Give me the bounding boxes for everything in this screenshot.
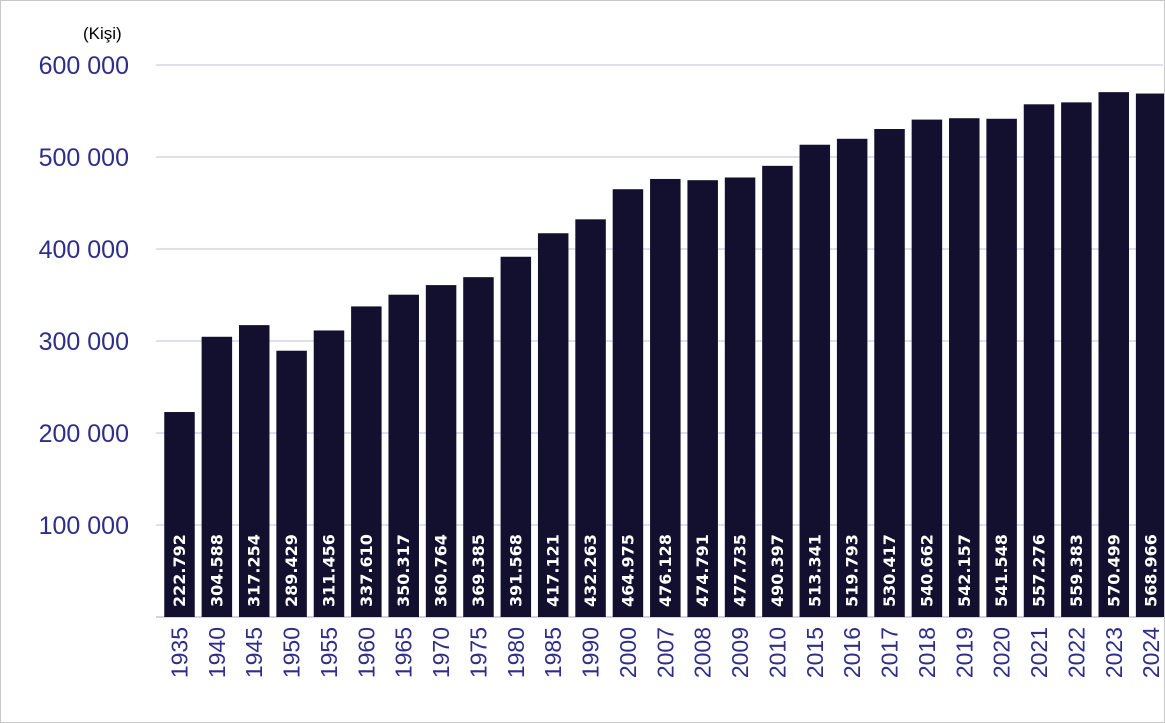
bar xyxy=(874,129,905,617)
x-tick-label: 2009 xyxy=(727,627,753,678)
unit-label: (Kişi) xyxy=(83,24,122,43)
x-tick-label: 1935 xyxy=(167,627,193,678)
bar xyxy=(650,178,681,618)
x-tick-label: 1985 xyxy=(540,627,566,678)
data-label: 417.121 xyxy=(544,534,563,607)
bar xyxy=(164,412,195,617)
x-tick-label: 2023 xyxy=(1101,627,1127,678)
bar xyxy=(313,330,345,617)
x-tick-label: 1955 xyxy=(316,627,342,678)
y-tick-label: 100 000 xyxy=(39,512,129,540)
bar xyxy=(911,119,943,618)
x-tick-label: 2010 xyxy=(764,627,790,678)
bar xyxy=(276,350,307,617)
x-tick-label: 2000 xyxy=(615,627,641,678)
bar xyxy=(799,144,831,618)
x-tick-label: 1940 xyxy=(204,627,230,678)
bar xyxy=(612,189,644,617)
bar xyxy=(1098,92,1129,617)
y-tick-label: 300 000 xyxy=(39,328,129,356)
data-label: 476.128 xyxy=(656,534,675,607)
bar xyxy=(388,294,419,617)
data-label: 369.385 xyxy=(469,534,488,607)
x-tick-label: 2024 xyxy=(1138,627,1164,678)
bar xyxy=(500,256,532,617)
bar xyxy=(687,180,718,618)
data-label: 337.610 xyxy=(357,534,376,607)
x-tick-label: 1975 xyxy=(465,627,491,678)
x-tick-label: 2020 xyxy=(989,627,1015,678)
data-label: 540.662 xyxy=(917,534,936,607)
data-label: 568.966 xyxy=(1142,534,1161,607)
data-label: 350.317 xyxy=(394,534,413,607)
x-tick-label: 2019 xyxy=(951,627,977,678)
y-tick-label: 200 000 xyxy=(39,420,129,448)
data-label: 317.254 xyxy=(245,534,264,607)
bar xyxy=(537,233,569,618)
x-tick-label: 2022 xyxy=(1063,627,1089,678)
data-label: 557.276 xyxy=(1030,534,1049,607)
x-tick-label: 1990 xyxy=(578,627,604,678)
x-tick-label: 1980 xyxy=(503,627,529,678)
bar xyxy=(724,177,756,617)
x-tick-label: 1960 xyxy=(353,627,379,678)
data-label: 541.548 xyxy=(992,534,1011,607)
bar xyxy=(949,118,980,617)
x-tick-label: 1950 xyxy=(279,627,305,678)
x-tick-label: 2007 xyxy=(652,627,678,678)
data-label: 513.341 xyxy=(805,534,824,607)
bar xyxy=(201,336,233,617)
data-label: 464.975 xyxy=(618,534,637,607)
bar xyxy=(836,138,868,617)
data-label: 432.263 xyxy=(581,534,600,607)
data-label: 530.417 xyxy=(880,534,899,607)
x-tick-label: 2017 xyxy=(877,627,903,678)
bar xyxy=(351,306,382,617)
data-label: 519.793 xyxy=(843,534,862,607)
x-tick-label: 2016 xyxy=(839,627,865,678)
y-tick-label: 500 000 xyxy=(39,144,129,172)
bar xyxy=(986,118,1017,617)
y-tick-label: 600 000 xyxy=(39,52,129,80)
y-tick-label: 400 000 xyxy=(39,236,129,264)
x-tick-label: 1965 xyxy=(391,627,417,678)
bar xyxy=(1061,102,1092,618)
data-label: 222.792 xyxy=(170,534,189,607)
data-label: 474.791 xyxy=(693,534,712,607)
x-tick-label: 2018 xyxy=(914,627,940,678)
data-label: 570.499 xyxy=(1104,534,1123,607)
data-label: 311.456 xyxy=(319,534,338,607)
data-label: 477.735 xyxy=(731,534,750,607)
data-label: 289.429 xyxy=(282,534,301,607)
x-tick-label: 1970 xyxy=(428,627,454,678)
x-tick-label: 2021 xyxy=(1026,627,1052,678)
bar xyxy=(463,277,494,617)
data-label: 490.397 xyxy=(768,534,787,607)
x-tick-label: 2015 xyxy=(802,627,828,678)
data-label: 391.568 xyxy=(506,534,525,607)
bar xyxy=(575,219,606,617)
data-label: 304.588 xyxy=(207,534,226,607)
x-tick-label: 2008 xyxy=(690,627,716,678)
bar xyxy=(1023,104,1055,617)
data-label: 542.157 xyxy=(955,534,974,607)
bar xyxy=(425,285,457,617)
bar xyxy=(762,165,793,617)
data-label: 360.764 xyxy=(432,534,451,607)
bar xyxy=(238,325,270,617)
data-label: 559.383 xyxy=(1067,534,1086,607)
x-tick-label: 1945 xyxy=(241,627,267,678)
bar xyxy=(1135,93,1164,618)
